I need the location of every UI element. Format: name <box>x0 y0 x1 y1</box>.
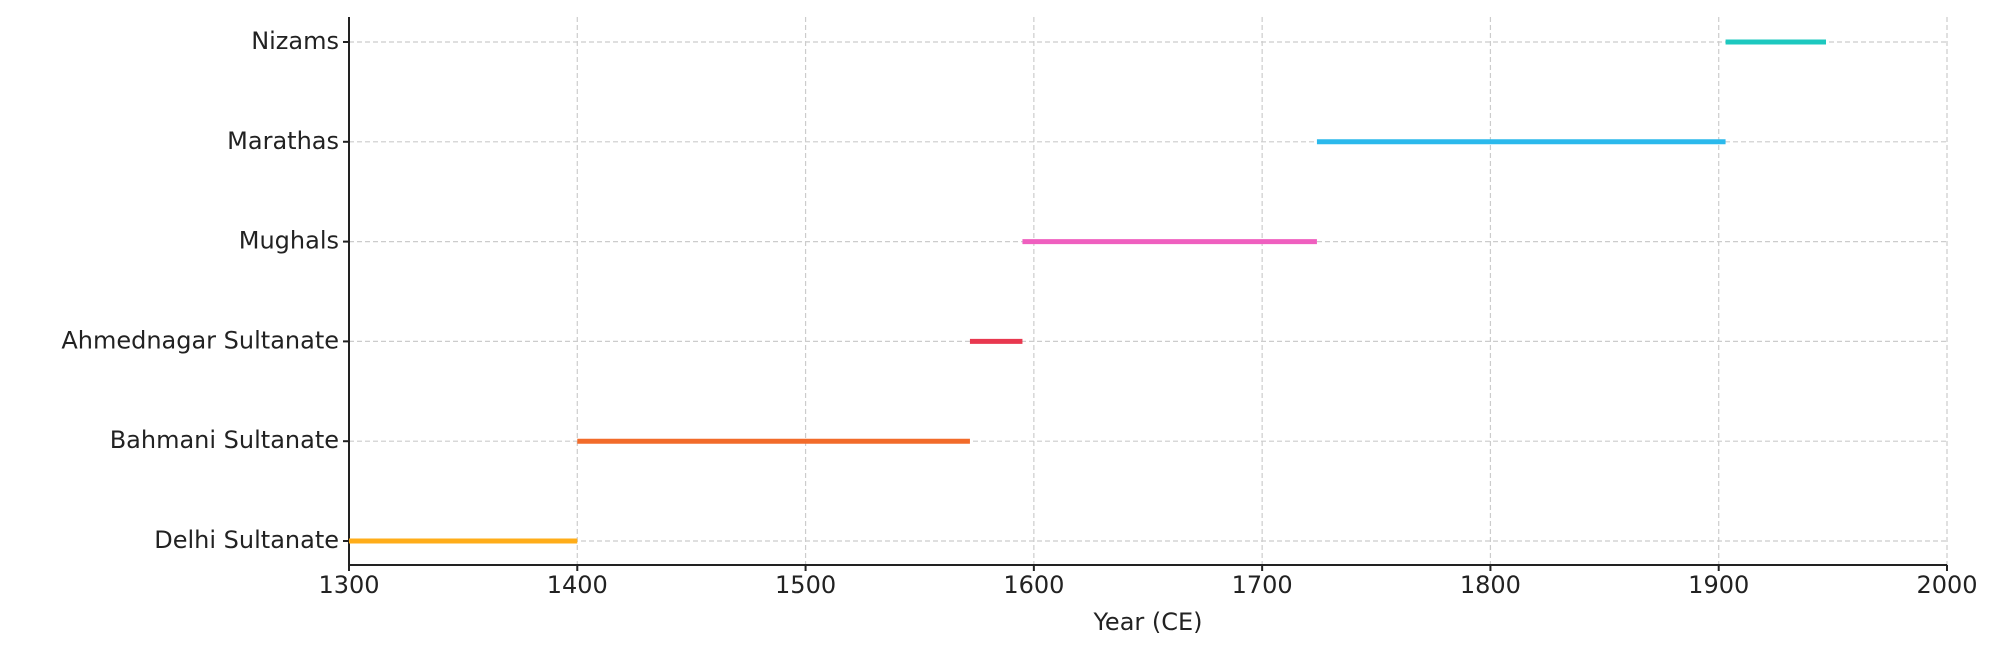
x-tick-label: 1900 <box>1688 571 1749 599</box>
y-tick-label: Mughals <box>239 227 339 255</box>
y-tick-label: Delhi Sultanate <box>154 526 339 554</box>
x-tick-label: 1300 <box>318 571 379 599</box>
y-tick-label: Nizams <box>251 27 339 55</box>
x-tick-label: 1400 <box>547 571 608 599</box>
y-tick-label: Ahmednagar Sultanate <box>61 326 339 354</box>
x-tick-label: 1500 <box>775 571 836 599</box>
x-tick-label: 1800 <box>1460 571 1521 599</box>
x-axis-label: Year (CE) <box>1092 608 1202 636</box>
y-tick-label: Bahmani Sultanate <box>110 426 339 454</box>
x-tick-label: 2000 <box>1916 571 1977 599</box>
y-tick-label: Marathas <box>227 127 339 155</box>
x-tick-label: 1700 <box>1232 571 1293 599</box>
x-tick-label: 1600 <box>1003 571 1064 599</box>
